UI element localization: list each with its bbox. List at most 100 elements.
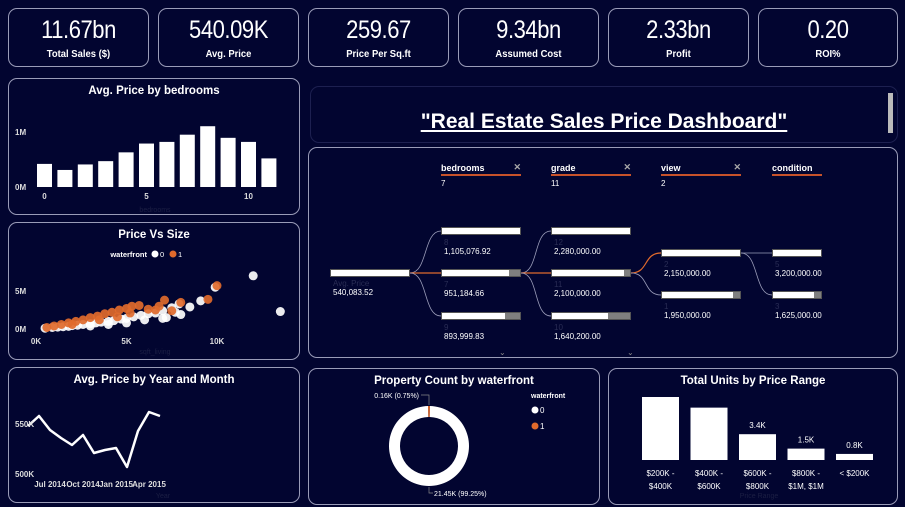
expand-chevron-icon[interactable]: ⌄	[627, 348, 634, 357]
level-selected-value: 2	[661, 179, 666, 188]
bar[interactable]	[179, 134, 195, 187]
bar[interactable]	[690, 407, 728, 460]
bar[interactable]	[261, 158, 277, 187]
node-category: 12	[554, 238, 563, 247]
scatter-point[interactable]	[85, 321, 95, 331]
kpi-value: 259.67	[346, 16, 411, 44]
scatter-point[interactable]	[114, 305, 124, 315]
bar[interactable]	[200, 126, 216, 187]
node-value: 2,100,000.00	[554, 289, 601, 298]
x-tick-label: $800K -	[792, 469, 820, 478]
scatter-point[interactable]	[167, 306, 177, 316]
node-bar[interactable]	[551, 312, 631, 320]
legend-marker	[531, 406, 539, 414]
close-icon[interactable]: ✕	[623, 162, 631, 172]
node-bar[interactable]	[441, 227, 521, 235]
decomposition-tree[interactable]: Avg. Price 540,083.52 bedrooms ✕ 7 8 1,105,076…	[308, 147, 898, 358]
level-field-label: grade	[551, 163, 576, 173]
node-bar[interactable]	[772, 291, 822, 299]
scatter-point[interactable]	[56, 319, 66, 329]
level-header-bedrooms[interactable]: bedrooms ✕	[441, 162, 521, 176]
scatter-point[interactable]	[248, 271, 258, 281]
bar[interactable]	[159, 141, 175, 187]
bar[interactable]	[139, 143, 154, 187]
scatter-point[interactable]	[176, 310, 186, 320]
scatter-point[interactable]	[85, 313, 95, 323]
level-selected-value: 7	[441, 179, 446, 188]
level-header-grade[interactable]: grade ✕	[551, 162, 631, 176]
scatter-point[interactable]	[203, 294, 213, 304]
bar[interactable]	[98, 161, 114, 187]
scatter-point[interactable]	[94, 315, 104, 325]
expand-chevron-icon[interactable]: ⌄	[499, 348, 506, 357]
bar[interactable]	[77, 164, 93, 187]
scrollbar[interactable]	[888, 93, 893, 133]
scatter-point[interactable]	[42, 322, 52, 332]
node-bar[interactable]	[441, 269, 521, 277]
close-icon[interactable]: ✕	[513, 162, 521, 172]
node-value: 1,640,200.00	[554, 332, 601, 341]
scatter-point[interactable]	[196, 296, 206, 306]
bar[interactable]	[220, 137, 236, 187]
root-bar[interactable]	[330, 269, 410, 277]
connector	[630, 272, 662, 296]
data-label: 1.5K	[798, 436, 815, 445]
node-bar[interactable]	[441, 312, 521, 320]
level-header-view[interactable]: view ✕	[661, 162, 741, 176]
scatter-point[interactable]	[143, 304, 153, 314]
scatter-point[interactable]	[134, 300, 144, 310]
donut-slice[interactable]	[428, 406, 430, 418]
scatter-point[interactable]	[185, 302, 195, 312]
node-category: 2	[664, 260, 669, 269]
kpi-value: 0.20	[807, 16, 849, 44]
scatter-point[interactable]	[158, 313, 168, 323]
x-tick-label: Jan 2015	[99, 480, 133, 489]
chart-title: Avg. Price by bedrooms	[88, 85, 220, 97]
scatter-point[interactable]	[122, 318, 131, 328]
scatter-point[interactable]	[154, 301, 164, 311]
bar[interactable]	[739, 434, 776, 460]
close-icon[interactable]: ✕	[733, 162, 741, 172]
bar[interactable]	[642, 397, 679, 460]
level-selected-value: 11	[551, 179, 560, 188]
scatter-point[interactable]	[127, 301, 137, 311]
kpi-value: 11.67bn	[41, 16, 116, 44]
bar[interactable]	[57, 169, 73, 187]
level-header-condition[interactable]: condition	[772, 163, 822, 176]
kpi-label: Total Sales ($)	[46, 48, 111, 60]
scatter-point[interactable]	[100, 309, 110, 319]
node-value: 893,999.83	[444, 332, 485, 341]
bar[interactable]	[787, 448, 825, 460]
chart-title: Avg. Price by Year and Month	[73, 374, 235, 386]
root-value: 540,083.52	[333, 288, 374, 297]
node-bar[interactable]	[551, 227, 631, 235]
bar[interactable]	[241, 141, 256, 187]
bar[interactable]	[118, 152, 134, 187]
y-tick-label: 5M	[15, 287, 26, 296]
node-bar[interactable]	[551, 269, 631, 277]
scatter-point[interactable]	[103, 319, 113, 329]
node-bar[interactable]	[661, 249, 741, 257]
node-bar[interactable]	[661, 291, 741, 299]
scatter-point[interactable]	[275, 307, 285, 317]
scatter-point[interactable]	[112, 312, 122, 322]
donut-slice[interactable]	[389, 406, 469, 486]
scatter-point[interactable]	[160, 295, 170, 305]
x-tick-label: 0	[42, 192, 47, 201]
scatter-point[interactable]	[176, 297, 186, 307]
y-tick-label: 1M	[15, 128, 26, 137]
scatter-point[interactable]	[67, 319, 77, 329]
bar[interactable]	[37, 163, 52, 187]
bar[interactable]	[836, 453, 873, 460]
scatter-point[interactable]	[78, 315, 88, 325]
legend-label: 1	[540, 422, 545, 431]
price-line[interactable]	[27, 410, 161, 469]
scatter-point[interactable]	[140, 315, 150, 325]
scatter-point[interactable]	[212, 281, 222, 291]
node-bar[interactable]	[772, 249, 822, 257]
node-value: 2,280,000.00	[554, 247, 601, 256]
avg-price-by-bedrooms-chart: Avg. Price by bedrooms 0M 1M 0 5 10 bedrooms	[8, 78, 300, 215]
scatter-point[interactable]	[125, 308, 135, 318]
connector	[520, 272, 552, 317]
scatter-point[interactable]	[49, 321, 59, 331]
